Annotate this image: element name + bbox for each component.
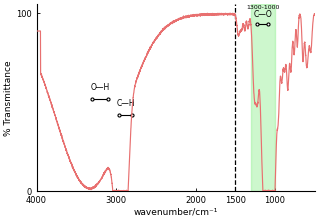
Text: C—H: C—H <box>116 99 135 108</box>
Y-axis label: % Transmittance: % Transmittance <box>4 60 13 135</box>
Bar <box>251 4 275 191</box>
Text: 1300-1000: 1300-1000 <box>247 5 280 10</box>
Text: O—H: O—H <box>91 82 110 91</box>
Text: C—O: C—O <box>253 10 272 19</box>
X-axis label: wavenumber/cm⁻¹: wavenumber/cm⁻¹ <box>134 208 218 217</box>
